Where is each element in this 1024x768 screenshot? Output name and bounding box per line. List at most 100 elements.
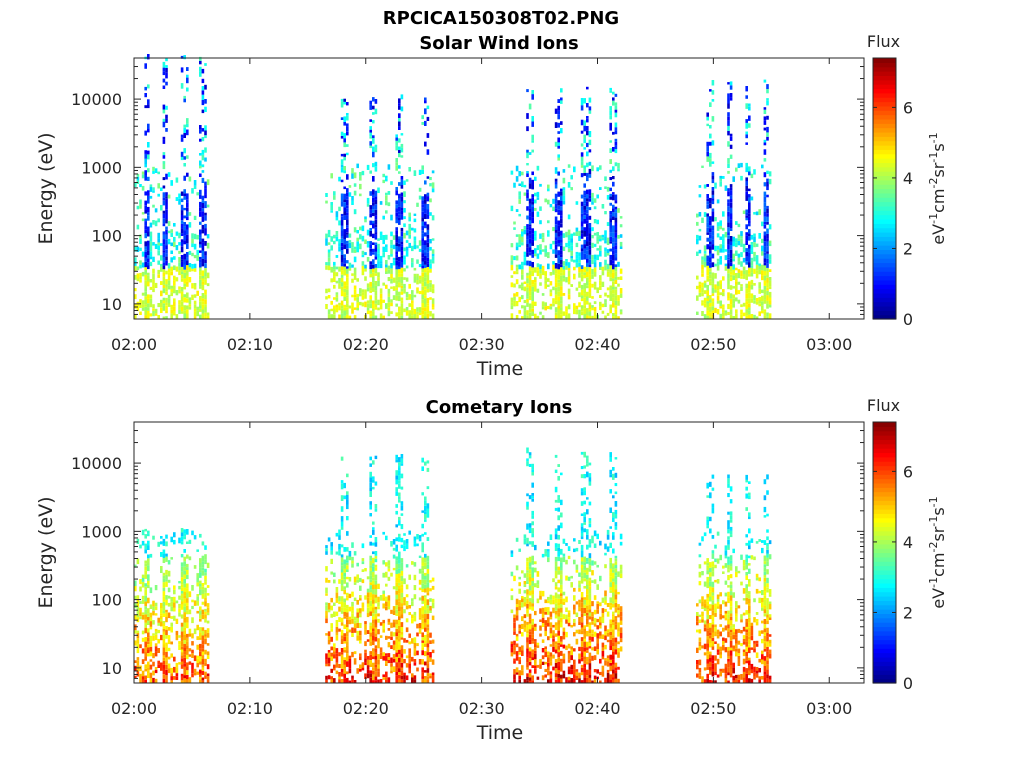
flux-cell (560, 650, 563, 656)
flux-cell (180, 198, 184, 203)
flux-cell (366, 229, 370, 236)
flux-cell (364, 624, 367, 630)
flux-cell (183, 95, 186, 99)
flux-cell (165, 556, 168, 562)
flux-cell (338, 543, 341, 550)
flux-cell (612, 263, 615, 270)
flux-cell (426, 229, 430, 235)
flux-cell (343, 244, 346, 250)
flux-cell (338, 601, 341, 605)
flux-cell (768, 300, 772, 305)
flux-cell (711, 301, 715, 307)
flux-cell (547, 541, 550, 546)
flux-cell (346, 650, 349, 654)
flux-cell (356, 612, 359, 618)
flux-cell (351, 606, 354, 611)
flux-cell (141, 271, 145, 277)
flux-cell (206, 607, 210, 613)
flux-cell (521, 295, 524, 300)
flux-cell (147, 558, 150, 563)
flux-cell (547, 305, 550, 310)
flux-cell (178, 585, 181, 590)
flux-cell (518, 576, 521, 580)
flux-cell (619, 216, 623, 219)
flux-cell (580, 216, 584, 222)
flux-cell (580, 213, 584, 217)
flux-cell (531, 533, 534, 538)
flux-cell (557, 620, 560, 625)
flux-cell (588, 604, 592, 610)
flux-cell (346, 266, 349, 269)
flux-cell (586, 647, 589, 650)
flux-cell (426, 263, 430, 267)
flux-cell (144, 299, 147, 305)
flux-cell (586, 301, 589, 305)
flux-cell (565, 677, 568, 683)
flux-cell (711, 200, 715, 205)
flux-cell (369, 145, 372, 149)
flux-cell (335, 626, 339, 633)
x-tick-label: 02:20 (343, 335, 389, 354)
flux-cell (372, 252, 375, 255)
flux-cell (612, 293, 615, 298)
flux-cell (162, 244, 166, 251)
flux-cell (183, 583, 186, 588)
flux-cell (167, 587, 171, 593)
flux-cell (709, 220, 712, 226)
flux-cell (719, 178, 722, 182)
flux-cell (531, 280, 534, 285)
flux-cell (183, 189, 186, 194)
flux-cell (539, 220, 542, 225)
flux-cell (549, 674, 553, 679)
flux-cell (578, 599, 581, 603)
flux-cell (199, 60, 202, 65)
flux-cell (619, 234, 623, 238)
flux-cell (327, 631, 331, 636)
flux-cell (526, 501, 529, 507)
flux-cell (421, 286, 424, 291)
flux-cell (586, 262, 589, 267)
flux-cell (340, 580, 344, 586)
flux-cell (165, 249, 168, 254)
flux-cell (400, 291, 404, 295)
flux-cell (727, 259, 730, 264)
flux-cell (567, 304, 571, 310)
flux-cell (180, 204, 184, 211)
flux-cell (204, 638, 207, 645)
flux-cell (531, 201, 534, 205)
flux-cell (193, 283, 197, 286)
flux-cell (424, 298, 427, 304)
flux-cell (580, 613, 584, 618)
flux-cell (580, 251, 584, 255)
flux-cell (154, 634, 158, 641)
flux-cell (523, 281, 527, 284)
flux-cell (196, 192, 199, 196)
flux-cell (528, 238, 532, 244)
flux-cell (583, 314, 586, 319)
flux-cell (706, 296, 709, 299)
flux-cell (152, 304, 155, 309)
flux-cell (180, 296, 184, 302)
flux-cell (398, 311, 401, 316)
flux-cell (518, 605, 521, 611)
flux-cell (706, 216, 709, 223)
panel-solar-wind: 02:00 02:10 02:20 02:30 02:40 02:50 03:0010100… (35, 32, 948, 380)
flux-cell (745, 312, 748, 316)
flux-cell (141, 659, 145, 664)
flux-cell (588, 577, 592, 581)
flux-cell (431, 253, 435, 257)
flux-cell (165, 219, 168, 224)
flux-cell (343, 281, 346, 286)
flux-cell (183, 226, 186, 231)
flux-cell (372, 667, 375, 671)
flux-cell (167, 663, 171, 669)
flux-cell (411, 303, 414, 308)
flux-cell (729, 190, 733, 196)
flux-cell (528, 212, 532, 217)
flux-cell (201, 644, 205, 649)
flux-cell (541, 301, 545, 307)
flux-cell (534, 176, 537, 181)
flux-cell (165, 541, 168, 547)
colorbar-segment (873, 101, 896, 107)
flux-cell (547, 666, 550, 671)
